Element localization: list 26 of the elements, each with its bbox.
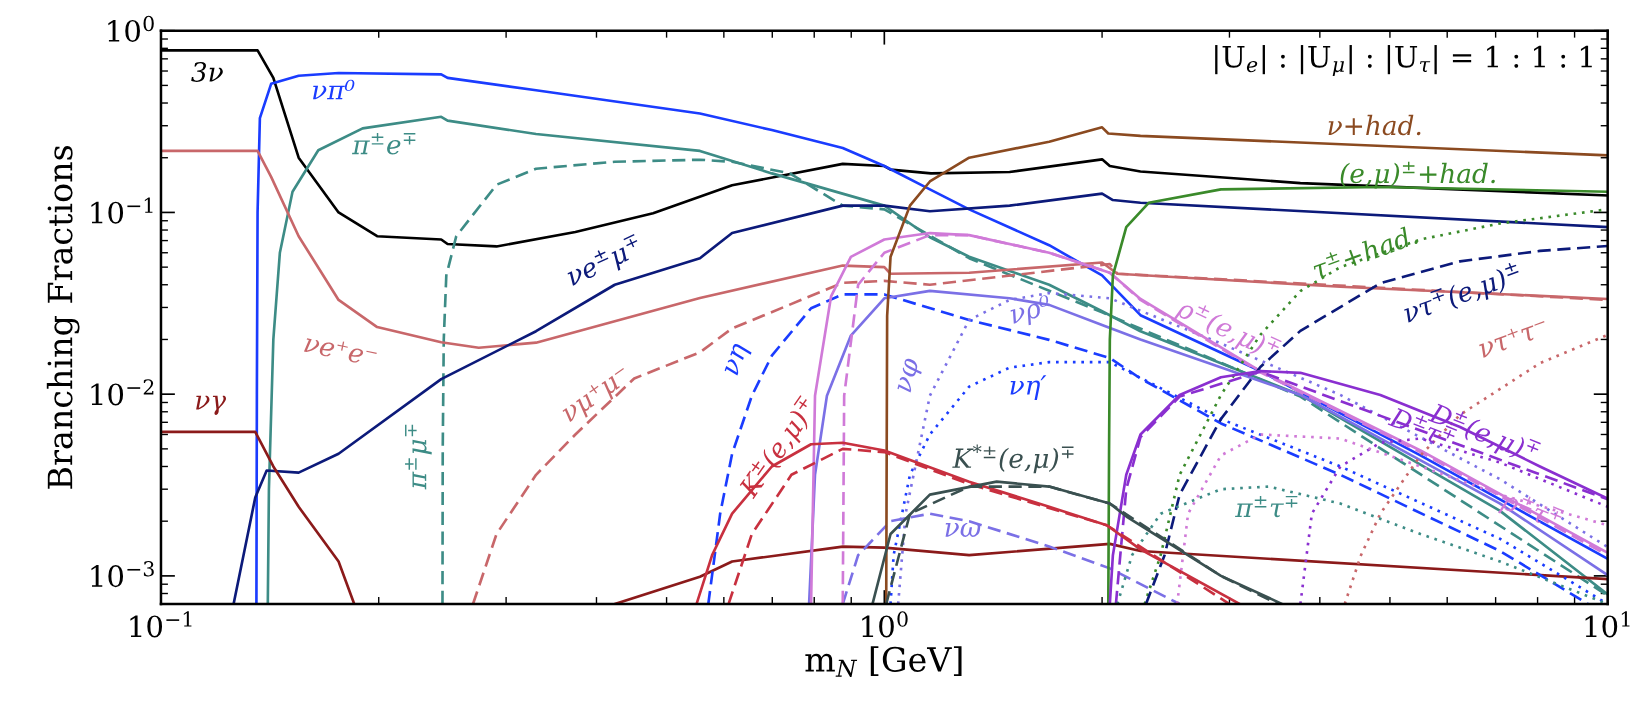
series-label: (e,μ)$^{±}$+had. (1340, 161, 1495, 189)
series-label: π$^{±}$e$^{∓}$ (352, 133, 416, 155)
series-label: K$^{*±}$(e,μ)$^{∓}$ (952, 444, 1074, 474)
y-tick-label: 10$^{0}$ (108, 15, 154, 42)
series-label: 3ν (191, 61, 223, 82)
series-label: νγ (196, 395, 227, 415)
series-label: νη′ (1010, 375, 1047, 401)
y-tick-label: 10$^{−1}$ (91, 197, 153, 224)
text: π$^{±}$μ$^{∓}$ (405, 424, 432, 490)
series-label: νω (945, 523, 981, 537)
y-tick-label: 10$^{−2}$ (91, 379, 154, 406)
y-axis-title: Branching Fractions (46, 145, 80, 489)
series-label: π$^{±}$τ$^{∓}$ (1235, 495, 1298, 518)
y-tick-label: 10$^{−3}$ (91, 561, 154, 588)
series-label: νπ⁰ (313, 79, 355, 100)
text: νe⁺e⁻ (303, 334, 378, 367)
x-axis-title: m$_{N}$ [GeV] (805, 646, 962, 678)
text: νη (724, 343, 753, 378)
annotation: |U$_{e}$| : |U$_{μ}$| : |U$_{τ}$| = 1 : 1 : 1 (1215, 45, 1592, 77)
text: νρ⁰ (1008, 294, 1054, 329)
x-tick-label: 10$^{1}$ (1585, 611, 1630, 638)
text: νe$^{±}$μ$^{∓}$ (564, 234, 646, 291)
x-tick-label: 10$^{−1}$ (130, 611, 192, 638)
text: νφ (897, 357, 925, 395)
x-tick-label: 10$^{0}$ (862, 611, 908, 638)
series-label: ν+had. (1328, 114, 1421, 136)
